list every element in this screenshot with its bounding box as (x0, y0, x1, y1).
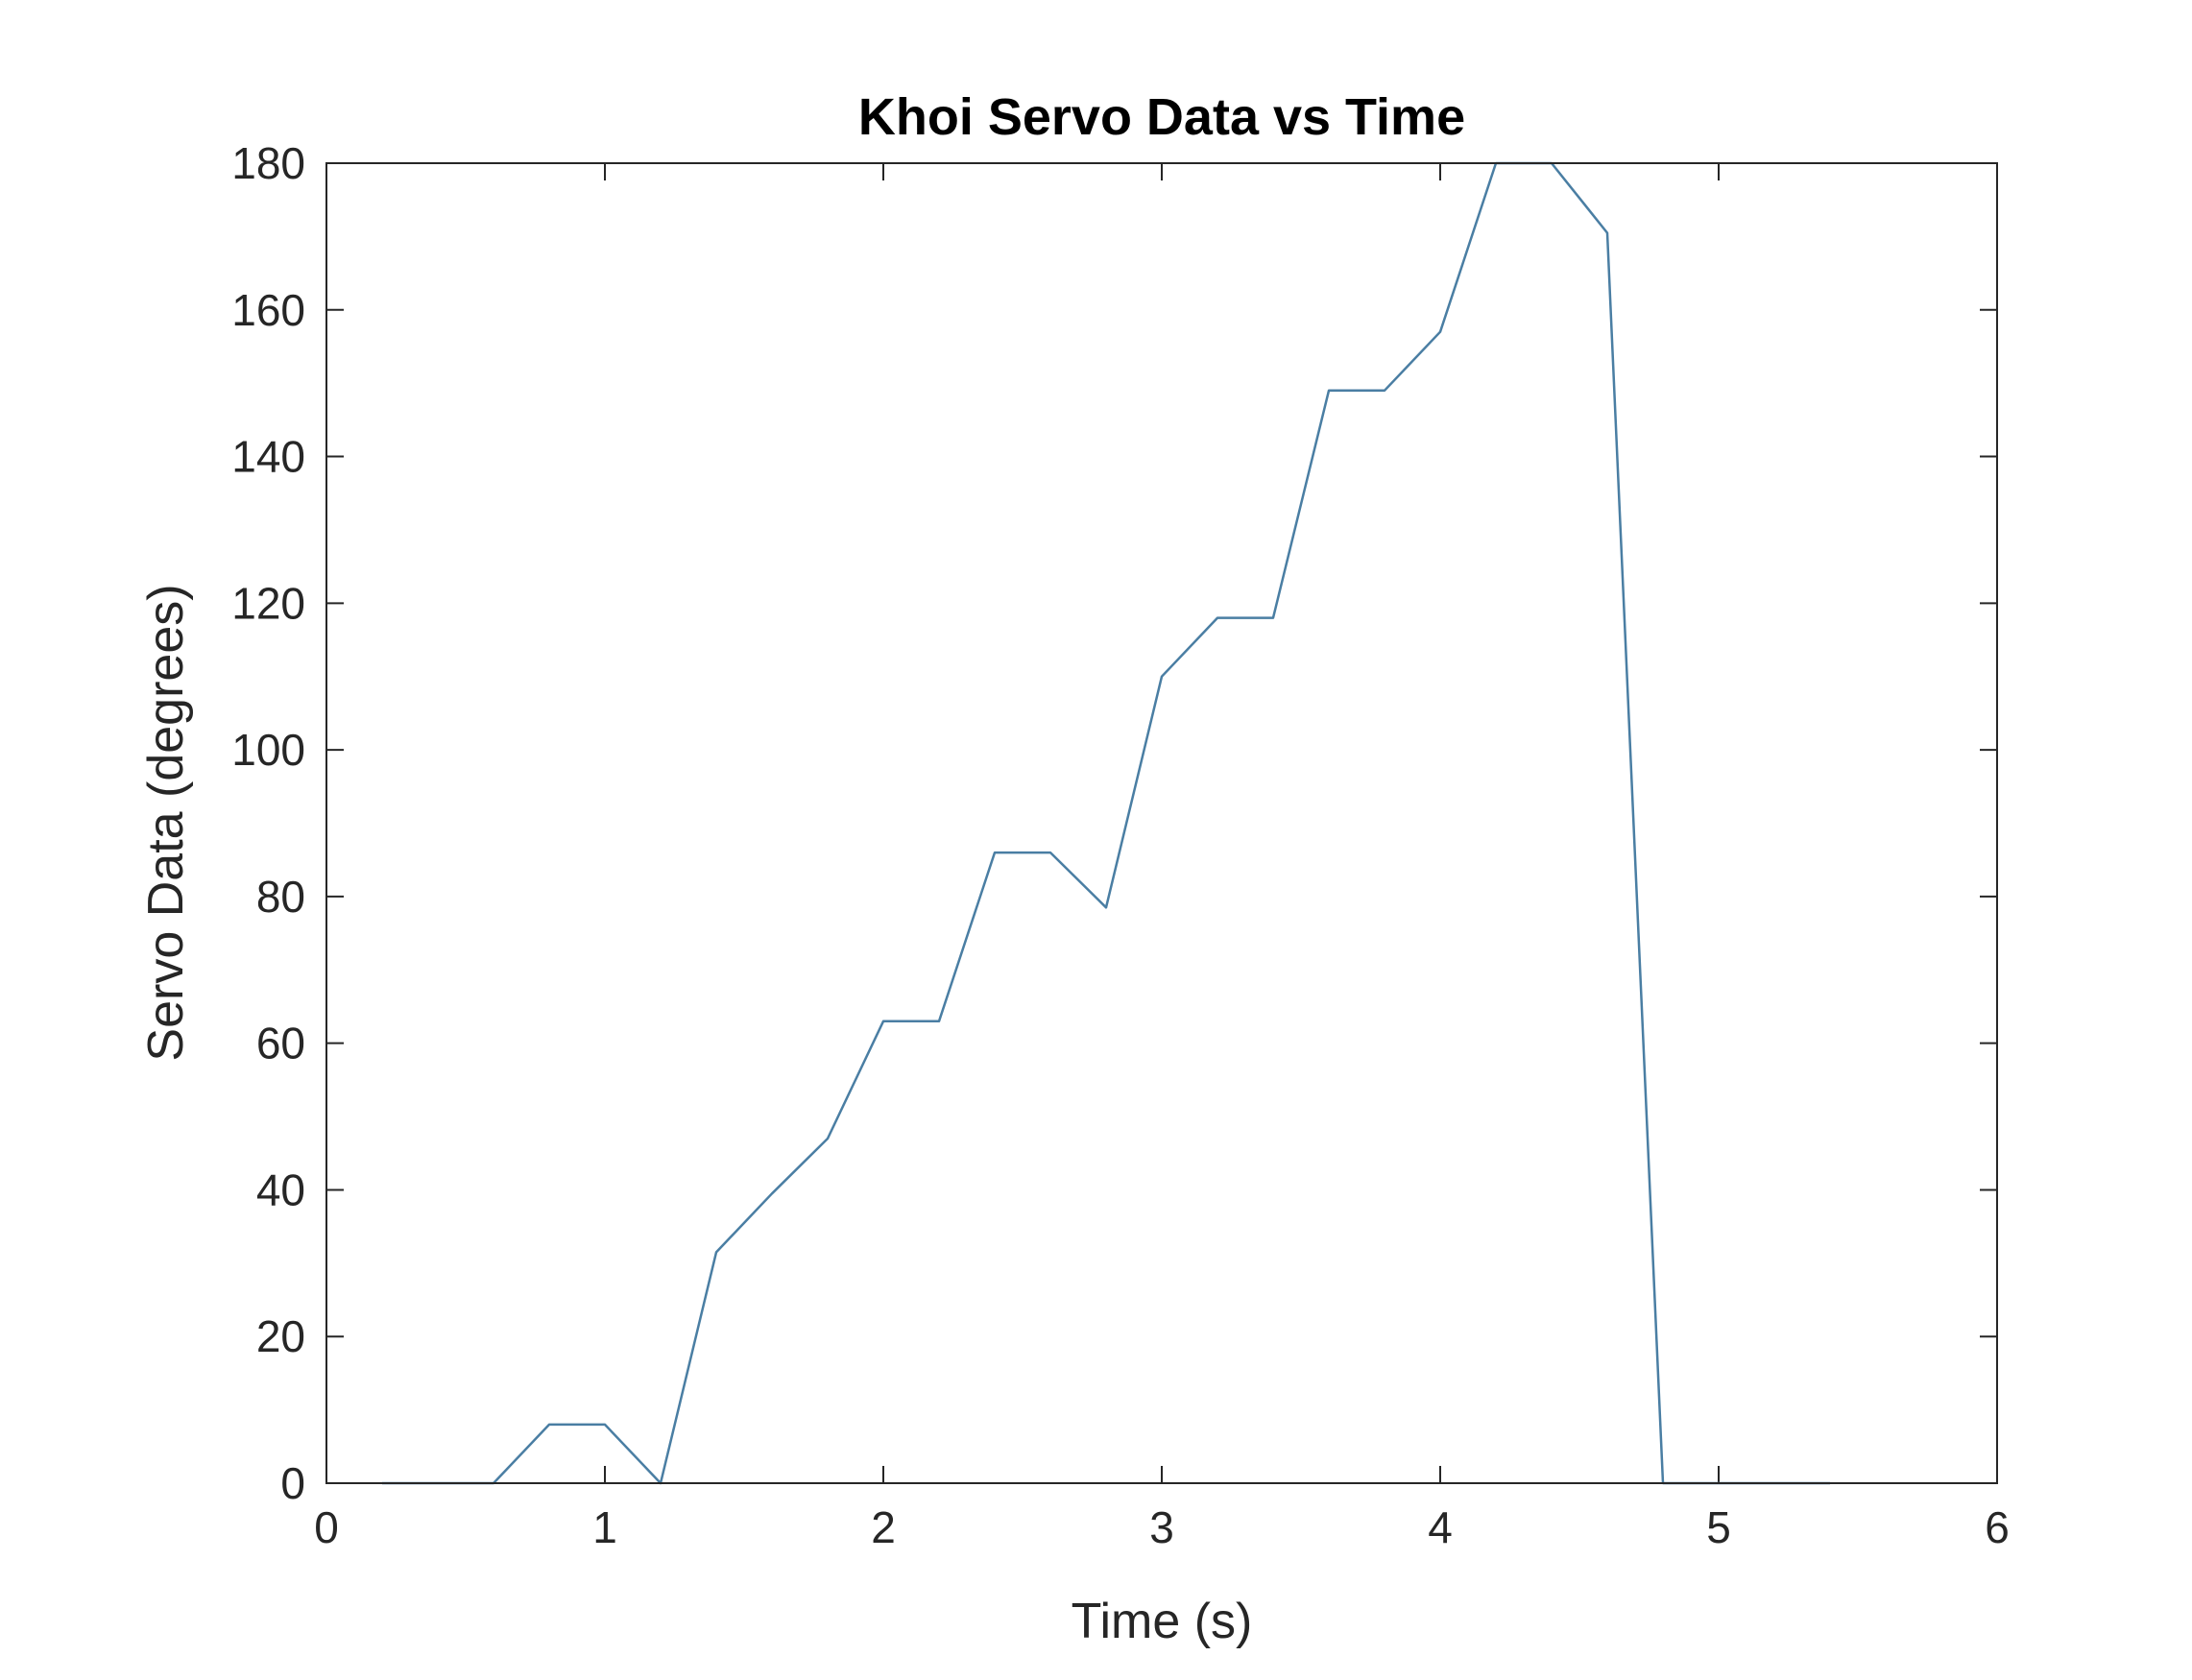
data-point (1105, 906, 1107, 908)
data-point (1161, 676, 1163, 678)
y-tick-label: 180 (231, 138, 305, 188)
y-tick-label: 20 (256, 1311, 305, 1361)
data-point (882, 1020, 884, 1022)
y-tick-label: 40 (256, 1164, 305, 1214)
data-point (994, 852, 996, 853)
data-point (1272, 617, 1274, 619)
data-point (1328, 390, 1330, 392)
chart-title: Khoi Servo Data vs Time (858, 88, 1465, 146)
data-point (827, 1138, 829, 1140)
x-tick-label: 0 (314, 1502, 339, 1552)
x-tick-label: 6 (1985, 1502, 2010, 1552)
data-point (1606, 232, 1608, 234)
y-tick-label: 160 (231, 285, 305, 335)
data-point (604, 1424, 606, 1426)
data-point (715, 1251, 717, 1253)
y-tick-label: 120 (231, 578, 305, 628)
x-axis-label: Time (s) (1072, 1594, 1253, 1649)
y-tick-label: 60 (256, 1019, 305, 1068)
data-point (1049, 852, 1051, 853)
plot-area (326, 163, 1997, 1483)
data-point (771, 1192, 773, 1194)
data-point (1439, 331, 1441, 333)
y-tick-label: 100 (231, 725, 305, 775)
x-tick-label: 1 (592, 1502, 617, 1552)
x-tick-label: 4 (1428, 1502, 1453, 1552)
plot-frame (325, 162, 1998, 1484)
x-tick-labels: 0 1 2 3 4 5 6 (314, 1502, 2010, 1552)
y-axis-label: Servo Data (degrees) (138, 584, 194, 1061)
y-tick-label: 80 (256, 872, 305, 922)
data-point (548, 1424, 550, 1426)
data-point (1216, 617, 1218, 619)
y-tick-label: 0 (280, 1458, 305, 1508)
data-point (938, 1020, 940, 1022)
x-tick-label: 3 (1149, 1502, 1174, 1552)
y-tick-labels: 0 20 40 60 80 100 120 140 160 180 (231, 138, 305, 1508)
y-tick-label: 140 (231, 432, 305, 482)
x-tick-label: 2 (871, 1502, 896, 1552)
x-tick-label: 5 (1706, 1502, 1731, 1552)
